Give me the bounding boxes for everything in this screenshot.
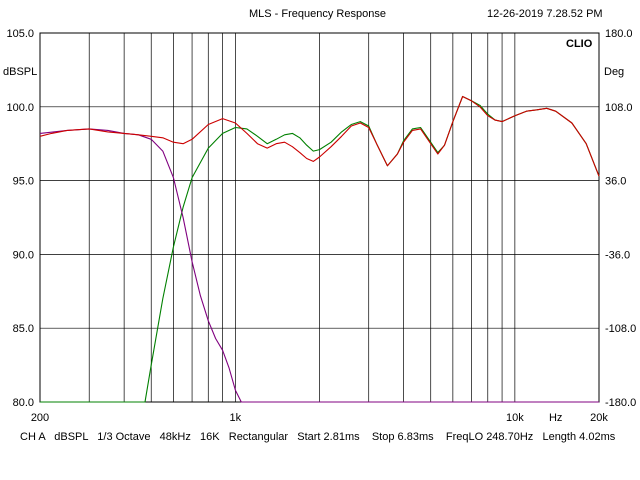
tick-labels: 105.0 100.0 95.0 90.0 85.0 80.0 180.0 108.0 36.0… [6,28,636,424]
footer-length: Length 4.02ms [542,431,616,443]
y-tick-label-left: 95.0 [13,176,34,188]
footer-window: Rectangular [228,431,289,443]
footer-channel: CH A [20,431,46,443]
x-tick-label: 1k [230,412,242,424]
footer-sample-rate: 48kHz [159,431,191,443]
series-lines [39,95,600,403]
footer-start: Start 2.81ms [297,431,360,443]
timestamp: 12-26-2019 7.28.52 PM [487,8,603,20]
y-tick-label-right: 36.0 [605,176,626,188]
footer-stop: Stop 6.83ms [371,431,434,443]
y-tick-label-left: 105.0 [6,28,34,40]
y-tick-label-right: -180.0 [605,397,636,409]
footer-unit: dBSPL [54,431,89,443]
x-tick-label: 10k [506,412,524,424]
grid-lines [40,33,599,402]
x-axis-unit: Hz [549,412,562,424]
y-tick-label-right: -108.0 [605,323,636,335]
y-tick-label-right: -36.0 [605,249,630,261]
y-tick-label-left: 90.0 [13,249,34,261]
left-axis-unit: dBSPL [3,66,38,78]
x-tick-label: 200 [31,412,49,424]
y-tick-label-left: 85.0 [13,323,34,335]
footer-freqlo: FreqLO 248.70Hz [445,431,534,443]
clio-brand: CLIO [566,38,593,50]
y-tick-label-right: 108.0 [605,102,633,114]
footer-fft-size: 16K [200,431,220,443]
series-line-0 [39,95,600,177]
y-tick-label-right: 180.0 [605,28,633,40]
footer-smoothing: 1/3 Octave [97,431,151,443]
x-tick-label: 20k [590,412,608,424]
measurement-footer: CH A dBSPL 1/3 Octave 48kHz 16K Rectangu… [20,431,615,443]
chart-title: MLS - Frequency Response [249,8,386,20]
y-tick-label-left: 100.0 [6,102,34,114]
right-axis-unit: Deg [604,66,625,78]
y-tick-label-left: 80.0 [13,397,34,409]
